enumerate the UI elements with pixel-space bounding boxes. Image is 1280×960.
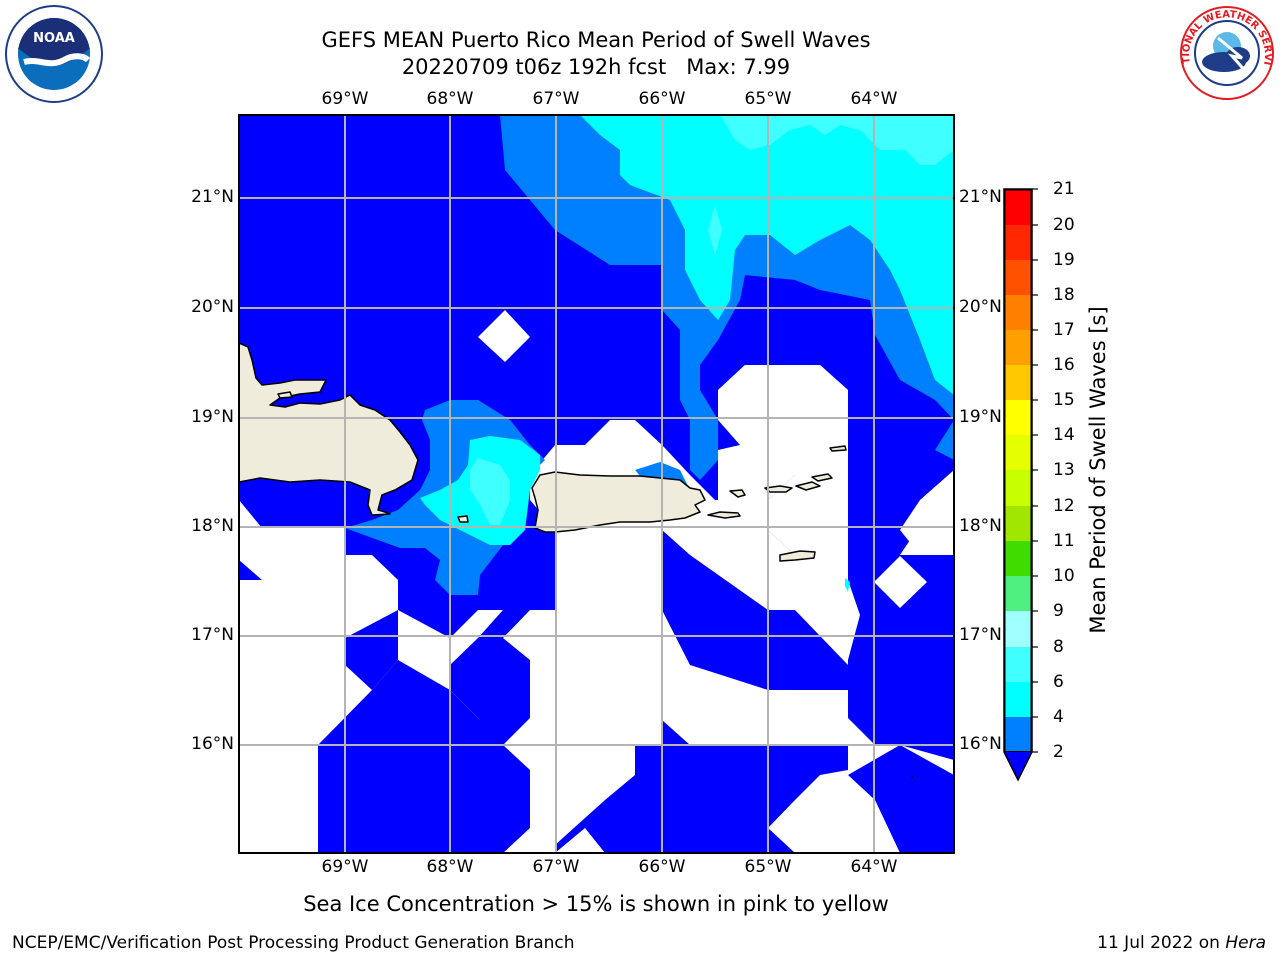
graticule [239,115,954,853]
colorbar-tick-label: 12 [1053,496,1075,516]
lon-label-bottom: 64°W [850,857,898,877]
lat-label-left: 21°N [191,187,234,207]
nws-logo: NATIONAL WEATHER SERVICE [1178,4,1274,100]
lat-label-left: 20°N [191,297,234,317]
mona-island [457,515,469,523]
lon-label-bottom: 66°W [638,857,686,877]
lon-label-top: 64°W [850,89,898,109]
lon-label-top: 69°W [321,89,369,109]
colorbar-tick-label: 14 [1053,425,1075,445]
colorbar-tick-label: 17 [1053,320,1075,340]
lat-label-right: 19°N [959,407,1002,427]
lon-label-bottom: 65°W [744,857,792,877]
map-title-line2: 20220709 t06z 192h fcst Max: 7.99 [401,55,791,79]
saba-bank [845,578,850,592]
lon-label-top: 68°W [426,89,474,109]
credit-line: NCEP/EMC/Verification Post Processing Pr… [12,933,575,953]
noaa-logo: NOAA [5,5,103,103]
anegada [829,445,847,452]
map-title-line1: GEFS MEAN Puerto Rico Mean Period of Swe… [321,28,871,52]
culebra [729,489,746,498]
noaa-logo-text: NOAA [33,31,75,46]
lat-label-left: 18°N [191,516,234,536]
contour-7-8s [470,115,954,525]
aves-island [911,776,913,778]
lat-label-left: 16°N [191,734,234,754]
lon-label-bottom: 69°W [321,857,369,877]
colorbar-tick-label: 16 [1053,355,1075,375]
colorbar-title: Mean Period of Swell Waves [s] [1086,306,1110,634]
colorbar-tick-label: 2 [1053,742,1064,762]
lat-label-left: 17°N [191,625,234,645]
lat-label-right: 16°N [959,734,1002,754]
hispaniola-north-cay [277,391,293,399]
colorbar-tick-label: 8 [1053,637,1064,657]
lon-label-bottom: 67°W [532,857,580,877]
lon-label-top: 65°W [744,89,792,109]
lon-label-bottom: 68°W [426,857,474,877]
colorbar-tick-label: 13 [1053,460,1075,480]
colorbar-tick-label: 20 [1053,215,1075,235]
colorbar-tick-label: 15 [1053,390,1075,410]
colorbar-tick-label: 9 [1053,601,1064,621]
map-frame [238,114,955,854]
lon-label-top: 67°W [532,89,580,109]
lat-label-right: 17°N [959,625,1002,645]
tortola [811,473,833,482]
run-date-text: 11 Jul 2022 on [1097,933,1220,953]
lat-label-left: 19°N [191,407,234,427]
colorbar-tick-label: 18 [1053,285,1075,305]
colorbar-tick-label: 4 [1053,707,1064,727]
lat-label-right: 20°N [959,297,1002,317]
machine-name: Hera [1225,933,1266,953]
colorbar [1003,188,1038,782]
st-croix [779,550,816,562]
sea-ice-note: Sea Ice Concentration > 15% is shown in … [303,892,889,916]
no-data-holes [239,310,954,853]
lon-label-top: 66°W [638,89,686,109]
hispaniola [239,342,419,516]
st-john [795,481,821,491]
lat-label-right: 21°N [959,187,1002,207]
lat-label-right: 18°N [959,516,1002,536]
vieques [707,511,741,519]
st-thomas [764,485,793,493]
colorbar-tick-label: 6 [1053,672,1064,692]
colorbar-tick-label: 11 [1053,531,1075,551]
run-date: 11 Jul 2022 on Hera [1097,933,1266,953]
colorbar-tick-label: 21 [1053,179,1075,199]
colorbar-tick-label: 19 [1053,250,1075,270]
colorbar-tick-label: 10 [1053,566,1075,586]
colorbar-extend-under [1004,752,1032,780]
